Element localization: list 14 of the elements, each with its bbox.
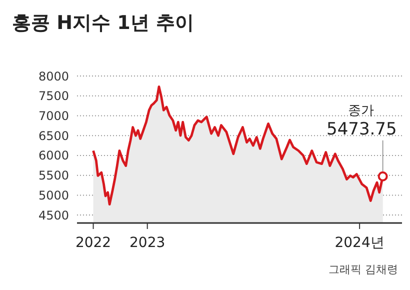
annotation: 종가 5473.75 bbox=[326, 103, 397, 140]
y-tick-label: 5000 bbox=[38, 188, 69, 202]
y-tick-label: 6000 bbox=[38, 148, 69, 163]
x-tick-label: 2022 bbox=[75, 234, 112, 251]
text: 그래픽 김채령 bbox=[328, 262, 398, 277]
y-tick-label: 6500 bbox=[38, 128, 69, 143]
y-tick-label: 4500 bbox=[38, 208, 69, 222]
y-tick-label: 8000 bbox=[38, 69, 69, 84]
chart-title: 홍콩 H지수 1년 추이 bbox=[12, 11, 194, 36]
y-tick-label: 5500 bbox=[38, 168, 69, 183]
x-tick-label: 2023 bbox=[130, 234, 166, 251]
x-tick-label: 2024년 bbox=[334, 234, 384, 251]
y-tick-label: 7500 bbox=[38, 89, 69, 104]
y-tick-label: 7000 bbox=[38, 108, 69, 123]
